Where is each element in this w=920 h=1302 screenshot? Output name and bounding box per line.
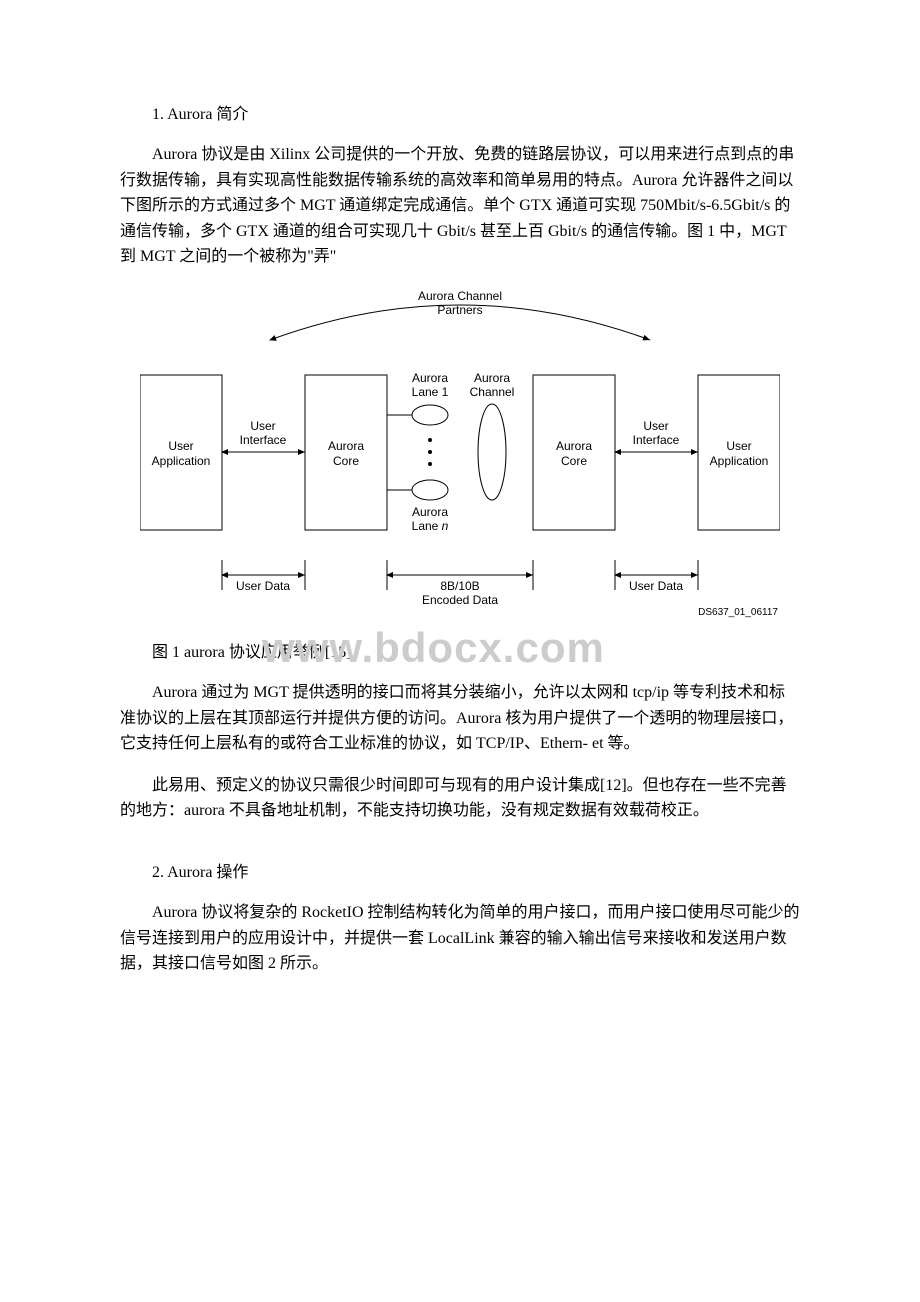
- diagram-userdata-r: User Data: [629, 579, 683, 593]
- section2-p1: Aurora 协议将复杂的 RocketIO 控制结构转化为简单的用户接口，而用…: [120, 900, 800, 977]
- diagram-userdata-l: User Data: [236, 579, 290, 593]
- diagram-ui-r2: Interface: [633, 433, 680, 447]
- section1-p3: 此易用、预定义的协议只需很少时间即可与现有的用户设计集成[12]。但也存在一些不…: [120, 773, 800, 824]
- diagram-ui-r1: User: [643, 419, 668, 433]
- section2-heading: 2. Aurora 操作: [120, 858, 800, 882]
- diagram-encoded1: 8B/10B: [440, 579, 479, 593]
- diagram-lane1-b: Lane 1: [412, 385, 449, 399]
- diagram-channel-a: Aurora: [474, 371, 510, 385]
- diagram-core-r2: Core: [561, 454, 587, 468]
- diagram-encoded2: Encoded Data: [422, 593, 498, 607]
- figure1-caption: 图 1 aurora 协议应用举例[15] www.bdocx.com: [120, 638, 800, 662]
- section1-p2: Aurora 通过为 MGT 提供透明的接口而将其分装缩小，允许以太网和 tcp…: [120, 680, 800, 757]
- diagram-core-l1: Aurora: [328, 439, 364, 453]
- diagram-channel-b: Channel: [470, 385, 515, 399]
- diagram-top-label1: Aurora Channel: [418, 290, 502, 303]
- diagram-top-label2: Partners: [437, 303, 482, 317]
- aurora-diagram: Aurora Channel Partners User Application…: [140, 290, 780, 630]
- section1-p1: Aurora 协议是由 Xilinx 公司提供的一个开放、免费的链路层协议，可以…: [120, 142, 800, 270]
- section1-heading: 1. Aurora 简介: [120, 100, 800, 124]
- diagram-userapp-l1: User: [168, 439, 193, 453]
- diagram-core-r1: Aurora: [556, 439, 592, 453]
- diagram-ui-l1: User: [250, 419, 275, 433]
- diagram-core-l2: Core: [333, 454, 359, 468]
- figure1-caption-text: 图 1 aurora 协议应用举例[15]: [152, 644, 352, 661]
- diagram-ds-label: DS637_01_06117: [698, 607, 778, 618]
- diagram-lane1-a: Aurora: [412, 371, 448, 385]
- diagram-userapp-r1: User: [726, 439, 751, 453]
- diagram-ui-l2: Interface: [240, 433, 287, 447]
- diagram-userapp-r2: Application: [710, 454, 769, 468]
- diagram-userapp-l2: Application: [152, 454, 211, 468]
- diagram-lanen-a: Aurora: [412, 505, 448, 519]
- svg-text:Lane n: Lane n: [412, 519, 449, 533]
